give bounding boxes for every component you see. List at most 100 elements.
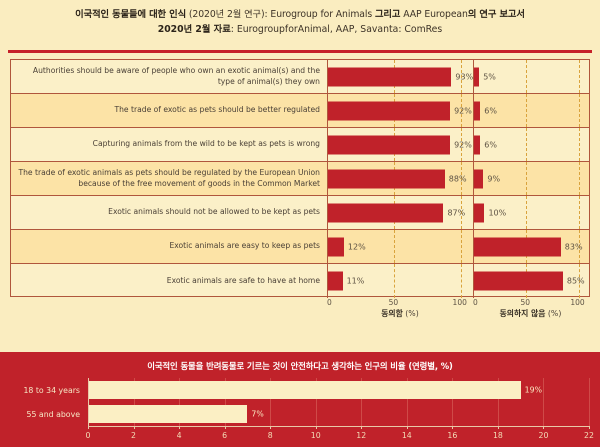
- page-subtitle: 2020년 2월 자료: EurogroupforAnimal, AAP, Sa…: [0, 22, 600, 37]
- axis-tick-label: 22: [584, 431, 594, 440]
- axis-tick: [361, 426, 363, 429]
- gridline: [460, 196, 462, 229]
- statement-label: Exotic animals are easy to keep as pets: [169, 241, 320, 251]
- gridline: [361, 378, 363, 426]
- disagree-bar: [474, 203, 485, 222]
- gridline: [179, 378, 181, 426]
- gridline: [452, 378, 454, 426]
- disagree-bar-cell: 83%: [474, 230, 589, 263]
- disagree-bar: [474, 169, 484, 188]
- gridline: [526, 128, 528, 161]
- agree-tick-label: 50: [388, 298, 399, 307]
- age-bar: [88, 381, 521, 399]
- gridline: [460, 264, 462, 298]
- age-row: 18 to 34 years 19%: [0, 378, 600, 402]
- axis-tick: [452, 426, 454, 429]
- gridline: [460, 60, 462, 93]
- gridline: [578, 94, 580, 127]
- agree-bar-cell: 92%: [328, 94, 474, 127]
- axis-tick-label: 16: [447, 431, 458, 440]
- gridline: [578, 162, 580, 195]
- age-group-label: 18 to 34 years: [23, 385, 80, 395]
- agree-bar: [328, 271, 343, 291]
- x-axis-line: [88, 426, 590, 427]
- gridline: [526, 60, 528, 93]
- y-axis-line: [88, 378, 89, 426]
- subtitle-segment-normal: : EurogroupforAnimal, AAP, Savanta: ComR…: [230, 24, 443, 35]
- disagree-axis-caption-bold: 동의하지 않음: [499, 309, 546, 318]
- agree-bar-cell: 88%: [328, 162, 474, 195]
- disagree-tick-label: 50: [520, 298, 531, 307]
- gridline: [460, 162, 462, 195]
- agree-bar: [328, 237, 344, 256]
- gridline: [578, 196, 580, 229]
- disagree-bar: [474, 67, 480, 86]
- gridline: [406, 378, 408, 426]
- gridline: [460, 94, 462, 127]
- title-segment-bold-1: 이국적인 동물들에 대한 인식: [75, 9, 187, 20]
- age-bar-value: 7%: [251, 409, 264, 419]
- agree-bar-value: 12%: [347, 242, 366, 251]
- disagree-tick-label: 0: [473, 298, 478, 307]
- disagree-bar-value: 6%: [484, 106, 497, 115]
- agree-tick-label: 0: [327, 298, 332, 307]
- age-breakdown-plot: 0 2 4 6 8 10 12 14 16 18 20 22 18 to 34 years 19% 55 a…: [0, 378, 600, 447]
- gridline: [578, 230, 580, 263]
- gridline: [526, 196, 528, 229]
- disagree-bar-value: 5%: [483, 72, 496, 81]
- age-bar-track: 7%: [85, 402, 600, 426]
- axis-tick: [497, 426, 499, 429]
- age-breakdown-title: 이국적인 동물을 반려동물로 기르는 것이 안전하다고 생각하는 인구의 비율 …: [147, 361, 453, 371]
- statement-label: The trade of exotic as pets should be be…: [114, 105, 320, 115]
- disagree-bar: [474, 101, 481, 120]
- title-segment-normal-2: AAP European: [400, 9, 468, 20]
- agree-bar-cell: 11%: [328, 264, 474, 298]
- agree-bar-cell: 93%: [328, 60, 474, 93]
- axis-tick: [133, 426, 135, 429]
- statement-label: Exotic animals are safe to have at home: [166, 275, 320, 285]
- gridline: [460, 230, 462, 263]
- axis-tick-label: 4: [176, 431, 182, 440]
- disagree-bar: [474, 271, 563, 291]
- agree-axis-caption: 동의함 (%): [327, 308, 473, 319]
- agree-bar: [328, 169, 445, 188]
- disagree-bar-value: 9%: [487, 174, 501, 183]
- disagree-bar: [474, 237, 561, 256]
- disagree-axis-caption-unit: (%): [545, 309, 562, 318]
- axis-tick-label: 2: [131, 431, 137, 440]
- agree-axis: 0 50 100 동의함 (%): [327, 297, 473, 318]
- gridline: [394, 230, 396, 263]
- axis-tick-label: 8: [267, 431, 273, 440]
- table-row: Capturing animals from the wild to be ke…: [11, 128, 589, 162]
- disagree-axis-caption: 동의하지 않음 (%): [473, 308, 588, 319]
- axis-tick-label: 0: [85, 431, 91, 440]
- axis-tick: [543, 426, 545, 429]
- disagree-bar-value: 6%: [484, 140, 497, 149]
- disagree-bar-cell: 10%: [474, 196, 589, 229]
- disagree-bar-value: 83%: [564, 242, 583, 251]
- agree-bar-cell: 92%: [328, 128, 474, 161]
- gridline: [315, 378, 317, 426]
- age-bar: [88, 405, 248, 423]
- agree-bar: [328, 101, 451, 120]
- axis-tick: [88, 426, 89, 429]
- header-divider: [8, 50, 592, 53]
- statement-label-cell: Exotic animals are easy to keep as pets: [11, 230, 328, 263]
- subtitle-segment-bold: 2020년 2월 자료: [157, 24, 231, 35]
- axis-tick: [224, 426, 226, 429]
- gridline: [497, 378, 499, 426]
- agree-bar-value: 88%: [448, 174, 467, 183]
- age-group-label: 55 and above: [26, 409, 80, 419]
- agree-axis-caption-unit: (%): [402, 309, 419, 318]
- statement-label: Authorities should be aware of people wh…: [32, 66, 320, 86]
- statement-label-cell: The trade of exotic animals as pets shou…: [11, 162, 328, 195]
- age-bar-value: 19%: [524, 385, 543, 395]
- agree-bar-value: 87%: [447, 208, 466, 217]
- axis-tick-label: 14: [401, 431, 412, 440]
- statement-label-cell: Exotic animals should not be allowed to …: [11, 196, 328, 229]
- agree-bar-cell: 12%: [328, 230, 474, 263]
- disagree-bar-value: 10%: [488, 208, 507, 217]
- statement-grid: Authorities should be aware of people wh…: [10, 59, 590, 298]
- statement-label-cell: Exotic animals are safe to have at home: [11, 264, 328, 298]
- axis-tick: [315, 426, 317, 429]
